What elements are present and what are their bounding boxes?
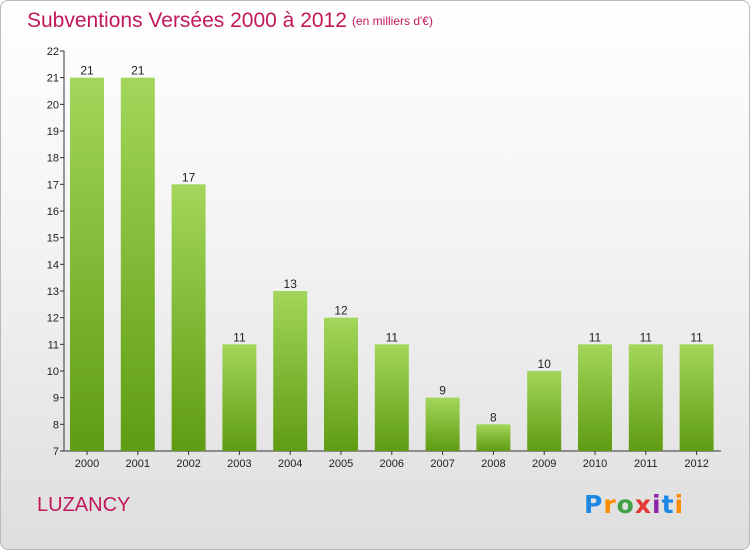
- bar: [273, 291, 308, 451]
- data-label: 11: [589, 330, 602, 344]
- bar: [324, 317, 358, 451]
- x-tick-label: 2006: [380, 458, 404, 470]
- x-tick-label: 2003: [227, 458, 251, 470]
- data-label: 17: [182, 170, 196, 184]
- x-tick-label: 2005: [329, 458, 353, 470]
- data-label: 8: [490, 410, 497, 424]
- data-label: 13: [284, 277, 298, 291]
- data-label: 11: [386, 330, 399, 344]
- x-tick-label: 2002: [176, 458, 200, 470]
- bar: [222, 344, 257, 451]
- logo-letter: i: [652, 490, 662, 519]
- y-tick-label: 12: [47, 313, 59, 325]
- data-label: 11: [690, 330, 703, 344]
- y-tick-label: 22: [47, 46, 59, 58]
- y-tick-label: 16: [47, 206, 59, 218]
- y-tick-label: 11: [48, 339, 59, 351]
- y-tick-label: 18: [47, 153, 59, 165]
- chart-subtitle: (en milliers d'€): [352, 14, 433, 28]
- logo-letter: o: [616, 490, 635, 519]
- y-tick-label: 20: [47, 99, 59, 111]
- y-tick-label: 17: [47, 179, 59, 191]
- x-tick-label: 2011: [634, 458, 658, 470]
- y-tick-label: 8: [53, 419, 59, 431]
- logo-letter: t: [661, 490, 675, 519]
- y-tick-label: 13: [47, 286, 59, 298]
- data-label: 9: [439, 384, 446, 398]
- x-tick-label: 2000: [75, 458, 99, 470]
- bar: [679, 344, 714, 451]
- logo-letter: i: [674, 490, 685, 519]
- logo-letter: x: [634, 490, 652, 519]
- commune-name: LUZANCY: [37, 494, 131, 516]
- y-tick-label: 10: [47, 366, 59, 378]
- bar: [527, 371, 562, 451]
- data-label: 21: [131, 64, 145, 78]
- y-tick-label: 9: [53, 393, 59, 405]
- logo-letter: P: [584, 490, 604, 519]
- data-label: 12: [334, 304, 348, 318]
- data-label: 21: [80, 64, 94, 78]
- y-tick-label: 7: [53, 446, 59, 458]
- y-tick-label: 21: [47, 73, 59, 85]
- y-tick-label: 19: [47, 126, 59, 138]
- x-tick-label: 2004: [278, 458, 302, 470]
- data-label: 10: [538, 357, 552, 371]
- bar: [374, 344, 409, 451]
- bar: [476, 424, 511, 451]
- bar: [70, 77, 104, 452]
- bar: [425, 397, 460, 451]
- data-label: 11: [640, 330, 653, 344]
- logo-letter: r: [603, 490, 617, 519]
- chart-title: Subventions Versées 2000 à 2012: [27, 9, 347, 32]
- bar: [578, 344, 612, 451]
- y-tick-label: 15: [47, 233, 59, 245]
- bar: [120, 77, 155, 452]
- bar: [628, 344, 663, 451]
- proxiti-logo: Proxiti: [584, 490, 684, 519]
- y-tick-label: 14: [47, 259, 59, 271]
- x-tick-label: 2007: [430, 458, 454, 470]
- x-tick-label: 2010: [583, 458, 607, 470]
- x-tick-label: 2009: [532, 458, 556, 470]
- x-tick-label: 2012: [684, 458, 708, 470]
- x-tick-label: 2001: [126, 458, 150, 470]
- data-label: 11: [233, 330, 246, 344]
- bar: [171, 184, 206, 452]
- x-tick-label: 2008: [481, 458, 505, 470]
